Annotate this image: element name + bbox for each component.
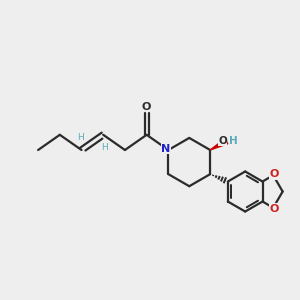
Text: O: O	[269, 204, 278, 214]
Text: H: H	[77, 133, 83, 142]
Text: O: O	[269, 169, 278, 179]
Text: H: H	[101, 143, 108, 152]
Polygon shape	[210, 139, 228, 150]
Text: O: O	[142, 102, 151, 112]
Text: H: H	[229, 136, 238, 146]
Text: N: N	[161, 143, 171, 154]
Text: O: O	[218, 136, 227, 146]
